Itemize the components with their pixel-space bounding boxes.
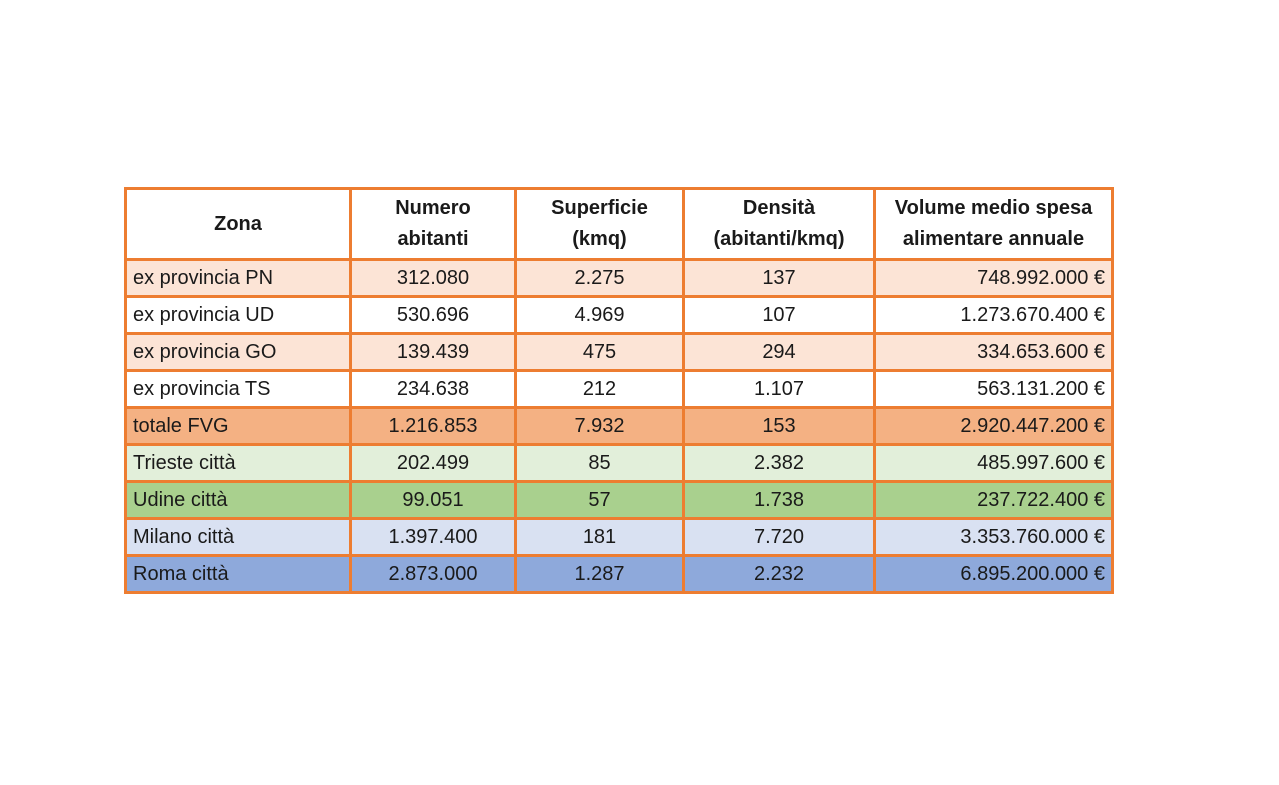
table-row: Milano città 1.397.400 181 7.720 3.353.7… [124, 517, 1114, 557]
cell-abitanti: 312.080 [349, 258, 517, 298]
cell-volume: 3.353.760.000 € [873, 517, 1114, 557]
cell-abitanti: 139.439 [349, 332, 517, 372]
table-row: ex provincia TS 234.638 212 1.107 563.13… [124, 369, 1114, 409]
cell-superficie: 181 [514, 517, 685, 557]
table-row: ex provincia GO 139.439 475 294 334.653.… [124, 332, 1114, 372]
table-body: ex provincia PN 312.080 2.275 137 748.99… [124, 258, 1114, 594]
cell-volume: 237.722.400 € [873, 480, 1114, 520]
cell-zona: ex provincia TS [124, 369, 352, 409]
cell-zona: Trieste città [124, 443, 352, 483]
header-superficie-line1: Superficie [551, 197, 648, 219]
cell-abitanti: 1.397.400 [349, 517, 517, 557]
header-volume-line1: Volume medio spesa [894, 197, 1093, 219]
cell-densita: 7.720 [682, 517, 876, 557]
cell-superficie: 1.287 [514, 554, 685, 594]
table-row: ex provincia UD 530.696 4.969 107 1.273.… [124, 295, 1114, 335]
cell-volume: 334.653.600 € [873, 332, 1114, 372]
cell-volume: 2.920.447.200 € [873, 406, 1114, 446]
cell-densita: 294 [682, 332, 876, 372]
table-row: Roma città 2.873.000 1.287 2.232 6.895.2… [124, 554, 1114, 594]
cell-abitanti: 1.216.853 [349, 406, 517, 446]
table-row-total: totale FVG 1.216.853 7.932 153 2.920.447… [124, 406, 1114, 446]
header-superficie-line2: (kmq) [572, 228, 627, 250]
cell-abitanti: 530.696 [349, 295, 517, 335]
header-densita: Densità (abitanti/kmq) [682, 187, 876, 261]
cell-zona: ex provincia GO [124, 332, 352, 372]
cell-zona: Udine città [124, 480, 352, 520]
header-superficie: Superficie (kmq) [514, 187, 685, 261]
cell-zona: ex provincia UD [124, 295, 352, 335]
cell-volume: 563.131.200 € [873, 369, 1114, 409]
cell-densita: 153 [682, 406, 876, 446]
table-row: Trieste città 202.499 85 2.382 485.997.6… [124, 443, 1114, 483]
table-row: Udine città 99.051 57 1.738 237.722.400 … [124, 480, 1114, 520]
cell-volume: 6.895.200.000 € [873, 554, 1114, 594]
cell-volume: 485.997.600 € [873, 443, 1114, 483]
header-volume: Volume medio spesa alimentare annuale [873, 187, 1114, 261]
header-abitanti-line1: Numero [395, 197, 471, 219]
header-volume-line2: alimentare annuale [902, 228, 1085, 250]
cell-superficie: 4.969 [514, 295, 685, 335]
cell-zona: Milano città [124, 517, 352, 557]
cell-densita: 107 [682, 295, 876, 335]
cell-densita: 1.738 [682, 480, 876, 520]
cell-densita: 137 [682, 258, 876, 298]
cell-abitanti: 234.638 [349, 369, 517, 409]
header-row: Zona Numero abitanti Superficie (kmq) De… [124, 187, 1114, 261]
header-zona: Zona [124, 187, 352, 261]
cell-densita: 2.232 [682, 554, 876, 594]
cell-superficie: 7.932 [514, 406, 685, 446]
cell-superficie: 212 [514, 369, 685, 409]
cell-volume: 748.992.000 € [873, 258, 1114, 298]
cell-superficie: 2.275 [514, 258, 685, 298]
table-header: Zona Numero abitanti Superficie (kmq) De… [124, 187, 1114, 261]
cell-superficie: 475 [514, 332, 685, 372]
cell-superficie: 57 [514, 480, 685, 520]
cell-zona: totale FVG [124, 406, 352, 446]
cell-densita: 1.107 [682, 369, 876, 409]
header-densita-line1: Densità [742, 197, 816, 219]
cell-volume: 1.273.670.400 € [873, 295, 1114, 335]
header-zona-line1: Zona [214, 212, 262, 235]
header-densita-line2: (abitanti/kmq) [713, 228, 845, 250]
cell-abitanti: 99.051 [349, 480, 517, 520]
cell-zona: Roma città [124, 554, 352, 594]
cell-abitanti: 202.499 [349, 443, 517, 483]
header-abitanti-line2: abitanti [397, 228, 469, 250]
cell-abitanti: 2.873.000 [349, 554, 517, 594]
cell-superficie: 85 [514, 443, 685, 483]
zones-data-table: Zona Numero abitanti Superficie (kmq) De… [124, 187, 1114, 594]
cell-densita: 2.382 [682, 443, 876, 483]
table-row: ex provincia PN 312.080 2.275 137 748.99… [124, 258, 1114, 298]
header-numero-abitanti: Numero abitanti [349, 187, 517, 261]
cell-zona: ex provincia PN [124, 258, 352, 298]
